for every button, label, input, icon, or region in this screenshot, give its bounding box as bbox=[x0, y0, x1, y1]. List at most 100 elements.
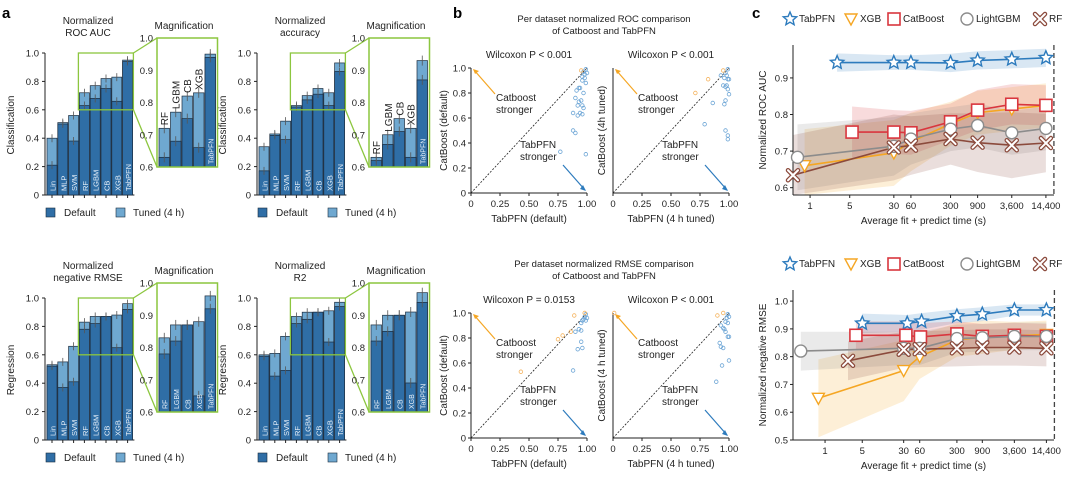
y-tick-label: 0 bbox=[461, 434, 466, 445]
bar-category-label: LGBM bbox=[92, 415, 101, 436]
legend-label-tuned: Tuned (4 h) bbox=[345, 453, 396, 464]
legend-label-default: Default bbox=[64, 208, 96, 219]
marker-star bbox=[902, 53, 920, 70]
bar-default bbox=[100, 88, 112, 196]
marker-star bbox=[913, 312, 930, 329]
bar-default bbox=[79, 328, 90, 441]
x-tick-label: 0 bbox=[610, 199, 615, 210]
marker-cross bbox=[913, 343, 926, 356]
x-axis-label: TabPFN (4 h tuned) bbox=[627, 459, 714, 470]
inset-category-label: RF bbox=[160, 112, 171, 125]
magnify-connector bbox=[133, 37, 158, 54]
marker-square bbox=[887, 257, 901, 271]
y-tick-label: 1.0 bbox=[26, 294, 39, 305]
wilcoxon-label: Wilcoxon P < 0.001 bbox=[628, 295, 715, 306]
x-tick-label: 0.75 bbox=[549, 444, 568, 455]
scatter-title-line1: Per dataset normalized RMSE comparison bbox=[514, 259, 694, 270]
legend-label-catboost: CatBoost bbox=[903, 259, 944, 270]
annotation-catboost-stronger: stronger bbox=[638, 350, 675, 361]
y-axis-label: CatBoost (4h tuned) bbox=[597, 86, 608, 176]
chart-title-line1: Normalized bbox=[63, 16, 114, 27]
inset-y-tick-label: 0.6 bbox=[140, 408, 153, 419]
x-tick-label: 0.75 bbox=[549, 199, 568, 210]
magnification-frame bbox=[368, 37, 431, 168]
inset-category-label: LGBM bbox=[384, 103, 395, 131]
arrowhead-catboost bbox=[615, 314, 621, 319]
chart-title-line1: Normalized bbox=[275, 16, 326, 27]
scatter-point-tabpfn bbox=[573, 329, 578, 334]
bar-category-label: Lin bbox=[49, 181, 58, 191]
inset-y-tick-label: 0.6 bbox=[140, 163, 153, 174]
bar-category-label: SVM bbox=[70, 420, 79, 436]
scatter-point-tabpfn bbox=[725, 137, 731, 142]
scatter-point-tabpfn bbox=[726, 358, 732, 363]
y-tick-label: 0.6 bbox=[238, 350, 251, 361]
inset-y-tick-label: 0.7 bbox=[140, 375, 153, 386]
panel-label-c: c bbox=[752, 5, 760, 22]
inset-category-label: RF bbox=[162, 400, 169, 409]
scatter-point-tabpfn bbox=[702, 122, 707, 127]
marker-cross bbox=[976, 341, 989, 354]
x-tick-label: 60 bbox=[906, 201, 917, 212]
marker-circle bbox=[960, 257, 974, 271]
inset-category-label: LGBM bbox=[174, 389, 181, 409]
chart-title-line1: Normalized bbox=[275, 261, 326, 272]
magnify-region bbox=[289, 52, 347, 111]
inset-category-label: XGB bbox=[195, 68, 206, 89]
scatter-title-line2: of Catboost and TabPFN bbox=[552, 271, 656, 282]
scatter-point-tabpfn bbox=[558, 149, 563, 154]
y-tick-label: 0.8 bbox=[26, 77, 39, 88]
y-tick-label: 0.9 bbox=[775, 324, 788, 335]
y-tick-label: 0.6 bbox=[26, 105, 39, 116]
y-tick-label: 1.0 bbox=[453, 64, 466, 75]
x-tick-label: 0 bbox=[610, 444, 615, 455]
marker-circle bbox=[1039, 121, 1053, 136]
arrowhead-catboost bbox=[615, 69, 621, 74]
chart-title-line2: R2 bbox=[294, 273, 307, 284]
marker-star bbox=[942, 54, 959, 71]
scatter-point-tabpfn bbox=[726, 314, 732, 319]
marker-star bbox=[828, 53, 846, 70]
y-tick-label: 0.8 bbox=[238, 322, 251, 333]
scatter-point-tabpfn bbox=[582, 75, 587, 81]
marker-star bbox=[781, 255, 799, 272]
marker-triangle bbox=[843, 258, 859, 272]
arrowhead-catboost bbox=[473, 69, 479, 74]
scatter-point-tabpfn bbox=[718, 323, 724, 328]
scatter-point-tabpfn bbox=[725, 67, 731, 72]
bar-category-label: RF bbox=[293, 426, 302, 436]
scatter-point-tabpfn bbox=[575, 347, 580, 352]
marker-square bbox=[1004, 97, 1019, 112]
chart-title-line1: Normalized bbox=[63, 261, 114, 272]
y-tick-label: 0.4 bbox=[453, 384, 466, 395]
annotation-catboost-stronger: stronger bbox=[496, 105, 533, 116]
inset-y-tick-label: 0.9 bbox=[140, 311, 153, 322]
magnification-frame bbox=[156, 282, 219, 413]
confidence-band-rf bbox=[848, 329, 1047, 381]
marker-star bbox=[1006, 301, 1023, 318]
magnify-connector bbox=[345, 37, 370, 54]
scatter-point-tabpfn bbox=[723, 98, 728, 103]
y-axis-label: CatBoost (default) bbox=[439, 90, 450, 171]
x-axis-label: Average fit + predict time (s) bbox=[861, 461, 986, 472]
magnify-region bbox=[77, 297, 135, 356]
scatter-point-tabpfn bbox=[717, 340, 722, 346]
scatter-point-tabpfn bbox=[583, 318, 589, 323]
magnify-region bbox=[289, 297, 347, 356]
marker-square bbox=[970, 103, 985, 117]
scatter-point-catboost bbox=[568, 329, 573, 334]
arrowhead-tabpfn bbox=[580, 430, 586, 436]
y-tick-label: 0 bbox=[34, 191, 39, 202]
marker-circle bbox=[960, 12, 974, 26]
annotation-tabpfn-stronger: stronger bbox=[662, 397, 699, 408]
marker-triangle bbox=[896, 364, 911, 379]
inset-y-tick-label: 1.0 bbox=[140, 34, 153, 45]
y-tick-label: 0.6 bbox=[26, 350, 39, 361]
y-tick-label: 0.2 bbox=[238, 162, 251, 173]
marker-circle bbox=[790, 150, 805, 165]
marker-circle bbox=[950, 331, 964, 346]
magnify-connector bbox=[132, 109, 158, 168]
y-tick-label: 0.2 bbox=[453, 409, 466, 420]
scatter-point-tabpfn bbox=[581, 90, 586, 96]
